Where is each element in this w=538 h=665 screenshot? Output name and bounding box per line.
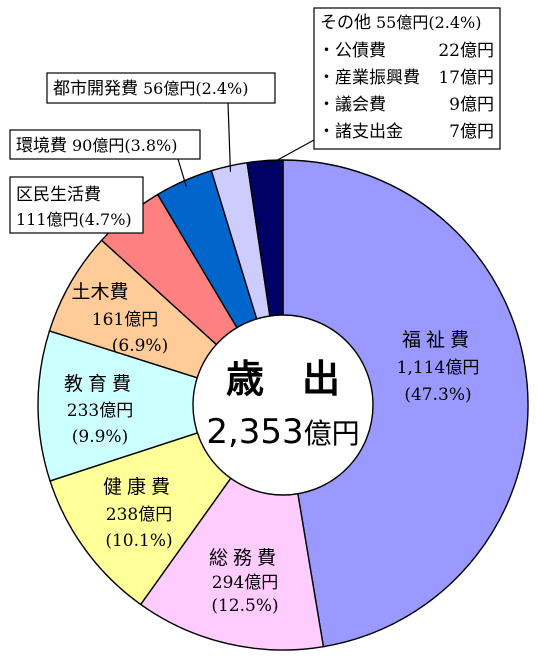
leader-line-urban-development xyxy=(227,102,232,172)
other-item-name: ・議会費 xyxy=(318,95,386,115)
label-value-health: 238億円 xyxy=(106,505,172,525)
leader-line-environment xyxy=(177,158,187,187)
label-environment: 環境費 90億円(3.8%) xyxy=(16,136,178,156)
label-urban-development: 都市開発費 56億円(2.4%) xyxy=(53,79,249,99)
other-item-name: ・産業振興費 xyxy=(318,68,420,88)
label-pct-education: (9.9%) xyxy=(72,427,128,447)
label-value-general-affairs: 294億円 xyxy=(212,573,278,593)
pie-slice-welfare xyxy=(282,159,529,648)
callout-box-other xyxy=(313,7,501,150)
label-pct-civil-engineering: (6.9%) xyxy=(112,336,168,356)
label-name-welfare: 福祉費 xyxy=(402,329,474,351)
center-total: 2,353億円 xyxy=(206,412,359,452)
label-value-citizen-life: 111億円(4.7%) xyxy=(16,210,132,229)
other-item-value: 7億円 xyxy=(449,122,494,142)
other-item-name: ・諸支出金 xyxy=(318,122,403,142)
label-name-citizen-life: 区民生活費 xyxy=(16,185,101,205)
leader-line-other xyxy=(265,139,315,168)
center-title: 歳 出 xyxy=(226,357,340,401)
label-name-urban-development: 都市開発費 xyxy=(53,79,138,99)
label-name-civil-engineering: 土木費 xyxy=(71,281,128,303)
other-item-name: ・公債費 xyxy=(318,41,386,61)
center-total-value: 2,353 xyxy=(206,412,303,452)
other-item-value: 22億円 xyxy=(438,41,494,61)
label-name-other: その他 xyxy=(320,13,371,33)
label-pct-health: (10.1%) xyxy=(105,531,172,551)
label-value-urban-development: 56億円(2.4%) xyxy=(143,79,249,98)
label-value-environment: 90億円(3.8%) xyxy=(72,136,178,155)
other-item-value: 17億円 xyxy=(438,68,494,88)
label-value-welfare: 1,114億円 xyxy=(397,358,480,378)
callout-box-citizen-life xyxy=(9,176,144,234)
label-value-civil-engineering: 161億円 xyxy=(92,310,158,330)
pie-center-hole xyxy=(192,314,374,496)
label-name-health: 健康費 xyxy=(103,476,175,498)
label-other: その他 55億円(2.4%) xyxy=(320,13,482,33)
center-total-unit: 億円 xyxy=(304,417,360,450)
label-value-other: 55億円(2.4%) xyxy=(376,13,482,32)
callout-box-environment xyxy=(9,129,201,160)
label-pct-welfare: (47.3%) xyxy=(404,385,471,405)
callout-box-urban-development xyxy=(46,72,276,104)
label-pct-general-affairs: (12.5%) xyxy=(211,596,278,616)
label-name-general-affairs: 総務費 xyxy=(209,547,281,569)
other-item-value: 9億円 xyxy=(449,95,494,115)
label-value-education: 233億円 xyxy=(67,401,133,421)
label-name-education: 教育費 xyxy=(64,373,136,395)
label-name-environment: 環境費 xyxy=(16,136,67,156)
pie-slice-education xyxy=(37,330,286,482)
